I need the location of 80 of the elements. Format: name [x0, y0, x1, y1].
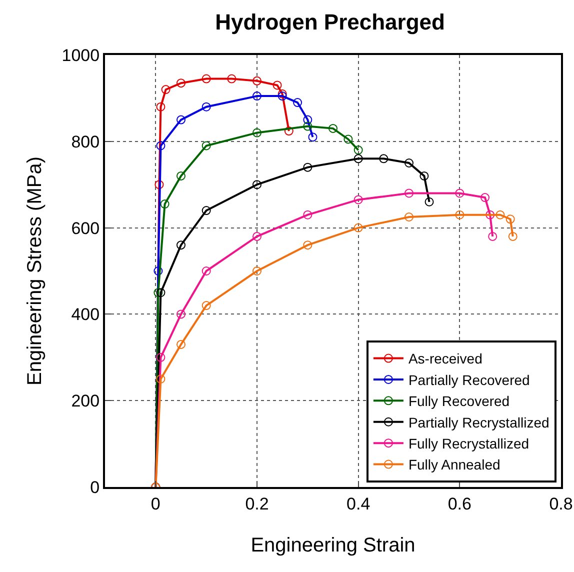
point — [202, 102, 211, 112]
point — [278, 89, 287, 98]
point — [202, 74, 211, 84]
point — [202, 141, 211, 150]
point — [202, 301, 211, 310]
legend-label: Fully Annealed — [408, 456, 500, 473]
point — [252, 232, 262, 241]
point — [160, 200, 170, 209]
point — [354, 223, 363, 232]
y-axis-title: Engineering Stress (MPa) — [24, 156, 46, 386]
point — [303, 122, 312, 131]
x-axis-title: Engineering Strain — [250, 534, 416, 556]
point — [508, 232, 518, 241]
point — [496, 210, 505, 220]
point — [252, 128, 262, 138]
point — [303, 240, 312, 250]
point — [455, 188, 464, 198]
point — [161, 85, 170, 94]
point — [156, 288, 166, 298]
point — [156, 352, 166, 362]
y-tick-label: 0 — [90, 478, 100, 497]
x-tick-label: 0 — [150, 494, 160, 514]
point — [486, 210, 495, 220]
legend-label: Partially Recrystallized — [408, 414, 550, 430]
point — [455, 210, 464, 220]
point — [176, 78, 186, 88]
point — [488, 232, 498, 241]
x-tick-label: 0.8 — [549, 494, 573, 514]
point — [354, 195, 363, 204]
point — [506, 214, 515, 224]
point — [176, 340, 186, 349]
point — [176, 115, 186, 124]
chart-title: Hydrogen Precharged — [215, 10, 445, 35]
point — [293, 98, 302, 108]
point — [202, 206, 211, 216]
x-tick-label: 0.4 — [346, 494, 370, 514]
point — [202, 266, 211, 276]
legend-label: Fully Recrystallized — [408, 436, 530, 452]
point — [252, 92, 262, 101]
legend-label: Partially Recovered — [408, 372, 530, 388]
point — [379, 154, 388, 164]
point — [354, 146, 363, 155]
x-tick-label: 0.6 — [448, 494, 472, 514]
point — [303, 115, 312, 124]
point — [404, 158, 414, 168]
point — [176, 240, 186, 250]
point — [154, 266, 163, 276]
y-tick-label: 200 — [71, 392, 100, 411]
point — [156, 102, 166, 112]
point — [278, 92, 287, 101]
y-tick-label: 800 — [71, 132, 100, 152]
point — [303, 210, 312, 220]
point — [252, 180, 262, 190]
point — [308, 132, 318, 142]
point — [284, 126, 294, 136]
point — [303, 162, 312, 172]
point — [328, 124, 338, 133]
point — [227, 74, 236, 84]
point — [420, 171, 429, 180]
y-tick-label: 400 — [71, 305, 100, 324]
point — [424, 197, 434, 206]
point — [176, 310, 186, 319]
y-tick-label: 1000 — [62, 46, 100, 65]
point — [156, 141, 166, 150]
point — [176, 171, 186, 180]
point — [344, 134, 353, 144]
legend-label: As-received — [408, 350, 482, 367]
point — [354, 154, 363, 164]
point — [252, 266, 262, 276]
point — [404, 212, 414, 222]
point — [252, 76, 262, 86]
point — [154, 288, 163, 298]
legend-label: Fully Recovered — [408, 393, 510, 410]
point — [480, 193, 490, 202]
point — [156, 374, 166, 384]
y-tick-label: 600 — [71, 218, 100, 238]
point — [154, 180, 164, 190]
point — [272, 80, 282, 90]
x-tick-label: 0.2 — [245, 494, 269, 514]
point — [404, 188, 414, 198]
